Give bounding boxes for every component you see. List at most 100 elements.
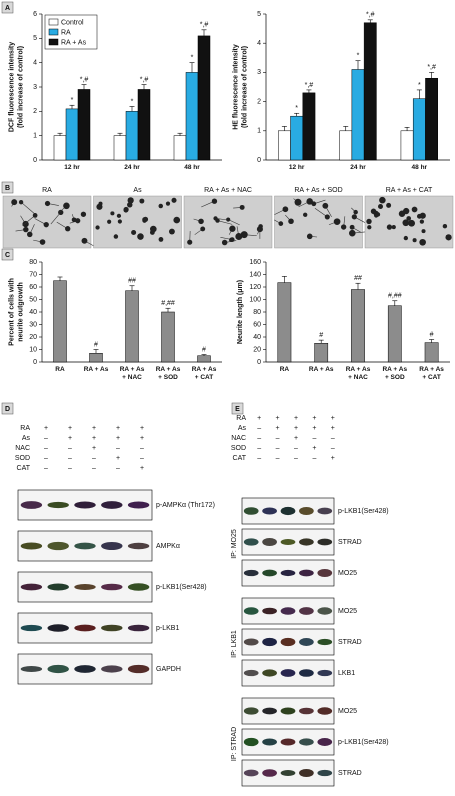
treatment-sign: + xyxy=(276,415,280,422)
panel-label: C xyxy=(5,252,10,259)
cell xyxy=(200,226,206,232)
treatment-sign: – xyxy=(312,435,316,442)
cell xyxy=(137,233,144,240)
legend-swatch xyxy=(48,28,59,36)
bar xyxy=(314,343,329,363)
cell xyxy=(403,207,410,215)
y-tick-label: 100 xyxy=(249,296,261,303)
y-tick-label: 10 xyxy=(29,346,37,353)
cell xyxy=(366,218,372,225)
y-tick-label: 120 xyxy=(249,284,261,291)
bar xyxy=(197,35,211,161)
band xyxy=(101,665,123,673)
cell xyxy=(229,225,236,232)
bar xyxy=(185,72,199,161)
band xyxy=(243,507,259,515)
treatment-sign: – xyxy=(276,445,280,452)
bar xyxy=(400,130,414,161)
cell xyxy=(165,201,171,206)
cell xyxy=(131,230,137,236)
band xyxy=(280,769,296,777)
band xyxy=(280,569,296,577)
band xyxy=(20,624,43,632)
cell xyxy=(421,229,426,234)
cell xyxy=(351,214,357,220)
band xyxy=(243,707,259,715)
treatment-sign: + xyxy=(294,415,298,422)
cell xyxy=(288,218,294,225)
band xyxy=(47,583,69,591)
y-tick-label: 4 xyxy=(33,60,37,67)
band xyxy=(280,506,296,516)
significance-marker: * xyxy=(295,105,298,112)
treatment-sign: – xyxy=(294,455,298,462)
cell xyxy=(187,239,193,245)
bar xyxy=(412,98,426,161)
treatment-name: RA xyxy=(20,425,30,432)
y-tick-label: 3 xyxy=(257,69,261,76)
y-tick-label: 0 xyxy=(33,157,37,164)
cell xyxy=(375,212,381,217)
x-tick-label: RA xyxy=(279,366,290,373)
band xyxy=(317,507,333,515)
band xyxy=(262,637,277,647)
treatment-sign: – xyxy=(294,445,298,452)
treatment-sign: – xyxy=(92,465,96,472)
y-tick-label: 80 xyxy=(29,259,37,266)
band xyxy=(317,769,333,777)
band xyxy=(47,624,69,632)
significance-marker: * xyxy=(131,98,134,105)
panel-label: E xyxy=(235,406,240,413)
band xyxy=(280,538,296,546)
bar xyxy=(137,89,151,161)
panel-label-box xyxy=(1,181,14,194)
cell xyxy=(150,225,157,233)
band xyxy=(101,541,123,551)
bar xyxy=(53,280,67,363)
band xyxy=(317,538,333,546)
treatment-name: As xyxy=(22,435,31,442)
treatment-sign: + xyxy=(312,445,316,452)
band xyxy=(127,664,150,674)
cell xyxy=(239,204,245,210)
cell xyxy=(27,231,33,238)
bar xyxy=(278,130,291,161)
blot-label: STRAD xyxy=(338,539,362,546)
panel-label: B xyxy=(5,185,10,192)
treatment-sign: – xyxy=(257,445,261,452)
micrograph xyxy=(183,195,273,249)
band xyxy=(74,624,96,632)
cell xyxy=(158,203,163,209)
cell xyxy=(386,224,393,230)
band xyxy=(47,664,69,674)
significance-marker: *,# xyxy=(80,76,89,83)
y-axis-title: neurite outgrowth xyxy=(17,282,24,342)
bar xyxy=(290,115,304,161)
x-tick-label: RA + As + SOD xyxy=(382,366,408,381)
treatment-sign: – xyxy=(44,435,48,442)
band xyxy=(243,669,259,677)
cell xyxy=(110,211,115,216)
treatment-sign: + xyxy=(116,435,120,442)
cell xyxy=(81,237,88,244)
treatment-sign: – xyxy=(140,455,144,462)
blot-label: MO25 xyxy=(338,708,357,715)
cell xyxy=(353,209,358,215)
cell xyxy=(127,197,134,204)
cell xyxy=(306,233,313,240)
treatment-sign: + xyxy=(331,425,335,432)
y-tick-label: 3 xyxy=(33,84,37,91)
cell xyxy=(324,214,330,220)
micrograph-label: As xyxy=(133,187,142,194)
y-axis-title: HE fluorescence intensity xyxy=(232,44,239,130)
blot-label: STRAD xyxy=(338,639,362,646)
band xyxy=(262,769,277,777)
significance-marker: ## xyxy=(128,278,136,285)
band xyxy=(127,501,150,509)
micrograph xyxy=(274,195,363,249)
treatment-sign: – xyxy=(257,455,261,462)
band xyxy=(299,507,314,515)
y-tick-label: 40 xyxy=(253,334,261,341)
band xyxy=(20,542,43,550)
